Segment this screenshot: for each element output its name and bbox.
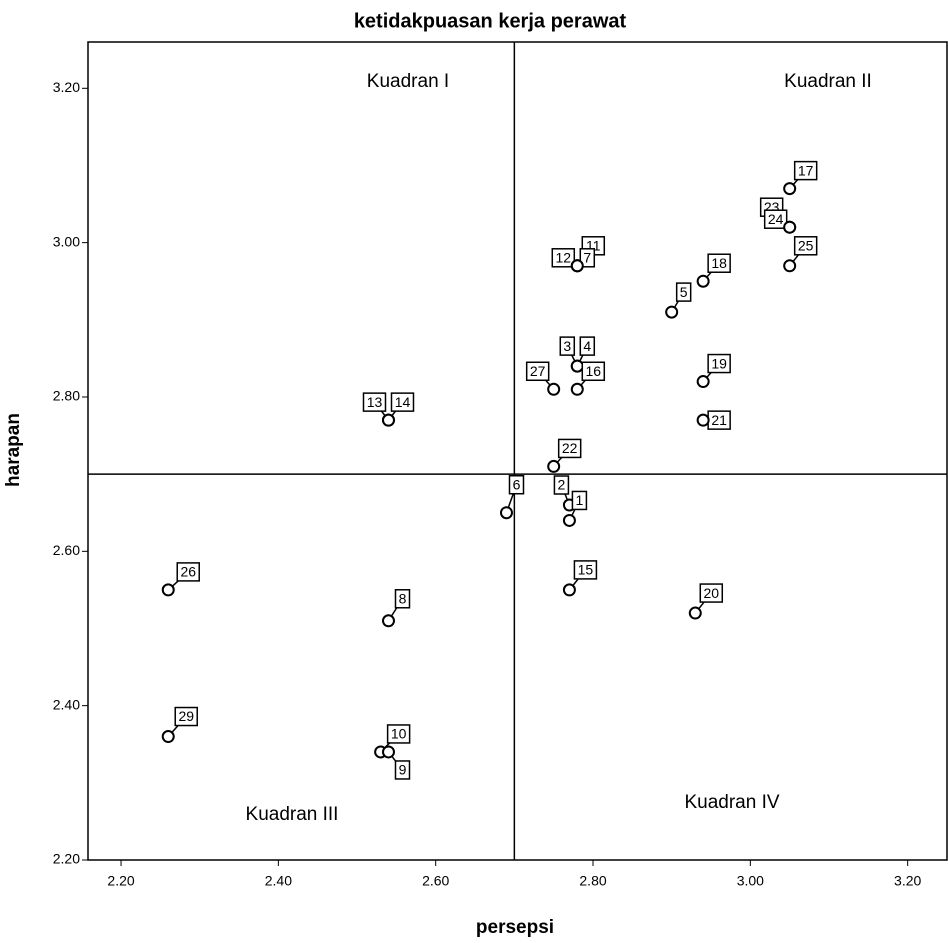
quadrant-label: Kuadran IV [684,792,779,813]
point [572,361,583,372]
point [163,731,174,742]
point-label: 14 [395,394,411,410]
point-label: 4 [583,338,591,354]
point-label: 21 [711,412,727,428]
point [383,415,394,426]
point-label: 15 [578,562,594,578]
point-label: 10 [391,726,407,742]
point-label: 19 [711,355,727,371]
y-tick-label: 3.20 [53,79,80,95]
point [564,515,575,526]
point-label: 2 [558,477,566,493]
y-tick-label: 2.60 [53,542,80,558]
chart: ketidakpuasan kerja perawat persepsi har… [0,0,948,943]
point-label: 27 [530,363,546,379]
point-label: 24 [768,211,784,227]
x-axis-title: persepsi [476,917,554,938]
point [690,608,701,619]
chart-title: ketidakpuasan kerja perawat [354,10,627,32]
point-label: 7 [583,249,591,265]
point-label: 17 [798,162,814,178]
plot-frame [88,42,947,860]
y-tick-label: 3.00 [53,233,80,249]
x-tick-label: 3.20 [894,873,921,889]
point-label: 6 [513,476,521,492]
point [666,307,677,318]
point [163,584,174,595]
y-axis-title: harapan [3,413,24,487]
quadrant-label: Kuadran I [367,71,449,92]
point-label: 9 [399,762,407,778]
point-label: 20 [703,585,719,601]
point [383,746,394,757]
x-tick-label: 2.60 [422,873,449,889]
point-label: 13 [367,394,383,410]
point-label: 18 [711,255,727,271]
point-label: 16 [585,363,601,379]
y-tick-label: 2.80 [53,388,80,404]
x-tick-label: 3.00 [737,873,764,889]
point-label: 22 [562,440,578,456]
point-label: 29 [178,708,194,724]
quadrant-label: Kuadran II [784,71,872,92]
x-tick-label: 2.40 [265,873,292,889]
point [548,384,559,395]
point-label: 25 [798,237,814,253]
point [784,260,795,271]
point-label: 5 [680,284,688,300]
point-label: 3 [563,338,571,354]
quadrant-label: Kuadran III [246,804,339,825]
point [572,384,583,395]
point [383,615,394,626]
point [564,584,575,595]
x-tick-label: 2.20 [107,873,134,889]
point [698,376,709,387]
point [548,461,559,472]
y-tick-label: 2.20 [53,851,80,867]
point-label: 8 [399,590,407,606]
point [698,276,709,287]
point [572,260,583,271]
y-tick-label: 2.40 [53,696,80,712]
point-label: 1 [576,492,584,508]
point [784,222,795,233]
x-tick-label: 2.80 [579,873,606,889]
point-label: 26 [180,564,196,580]
point-label: 12 [555,249,571,265]
point [698,415,709,426]
point [784,183,795,194]
point [501,507,512,518]
